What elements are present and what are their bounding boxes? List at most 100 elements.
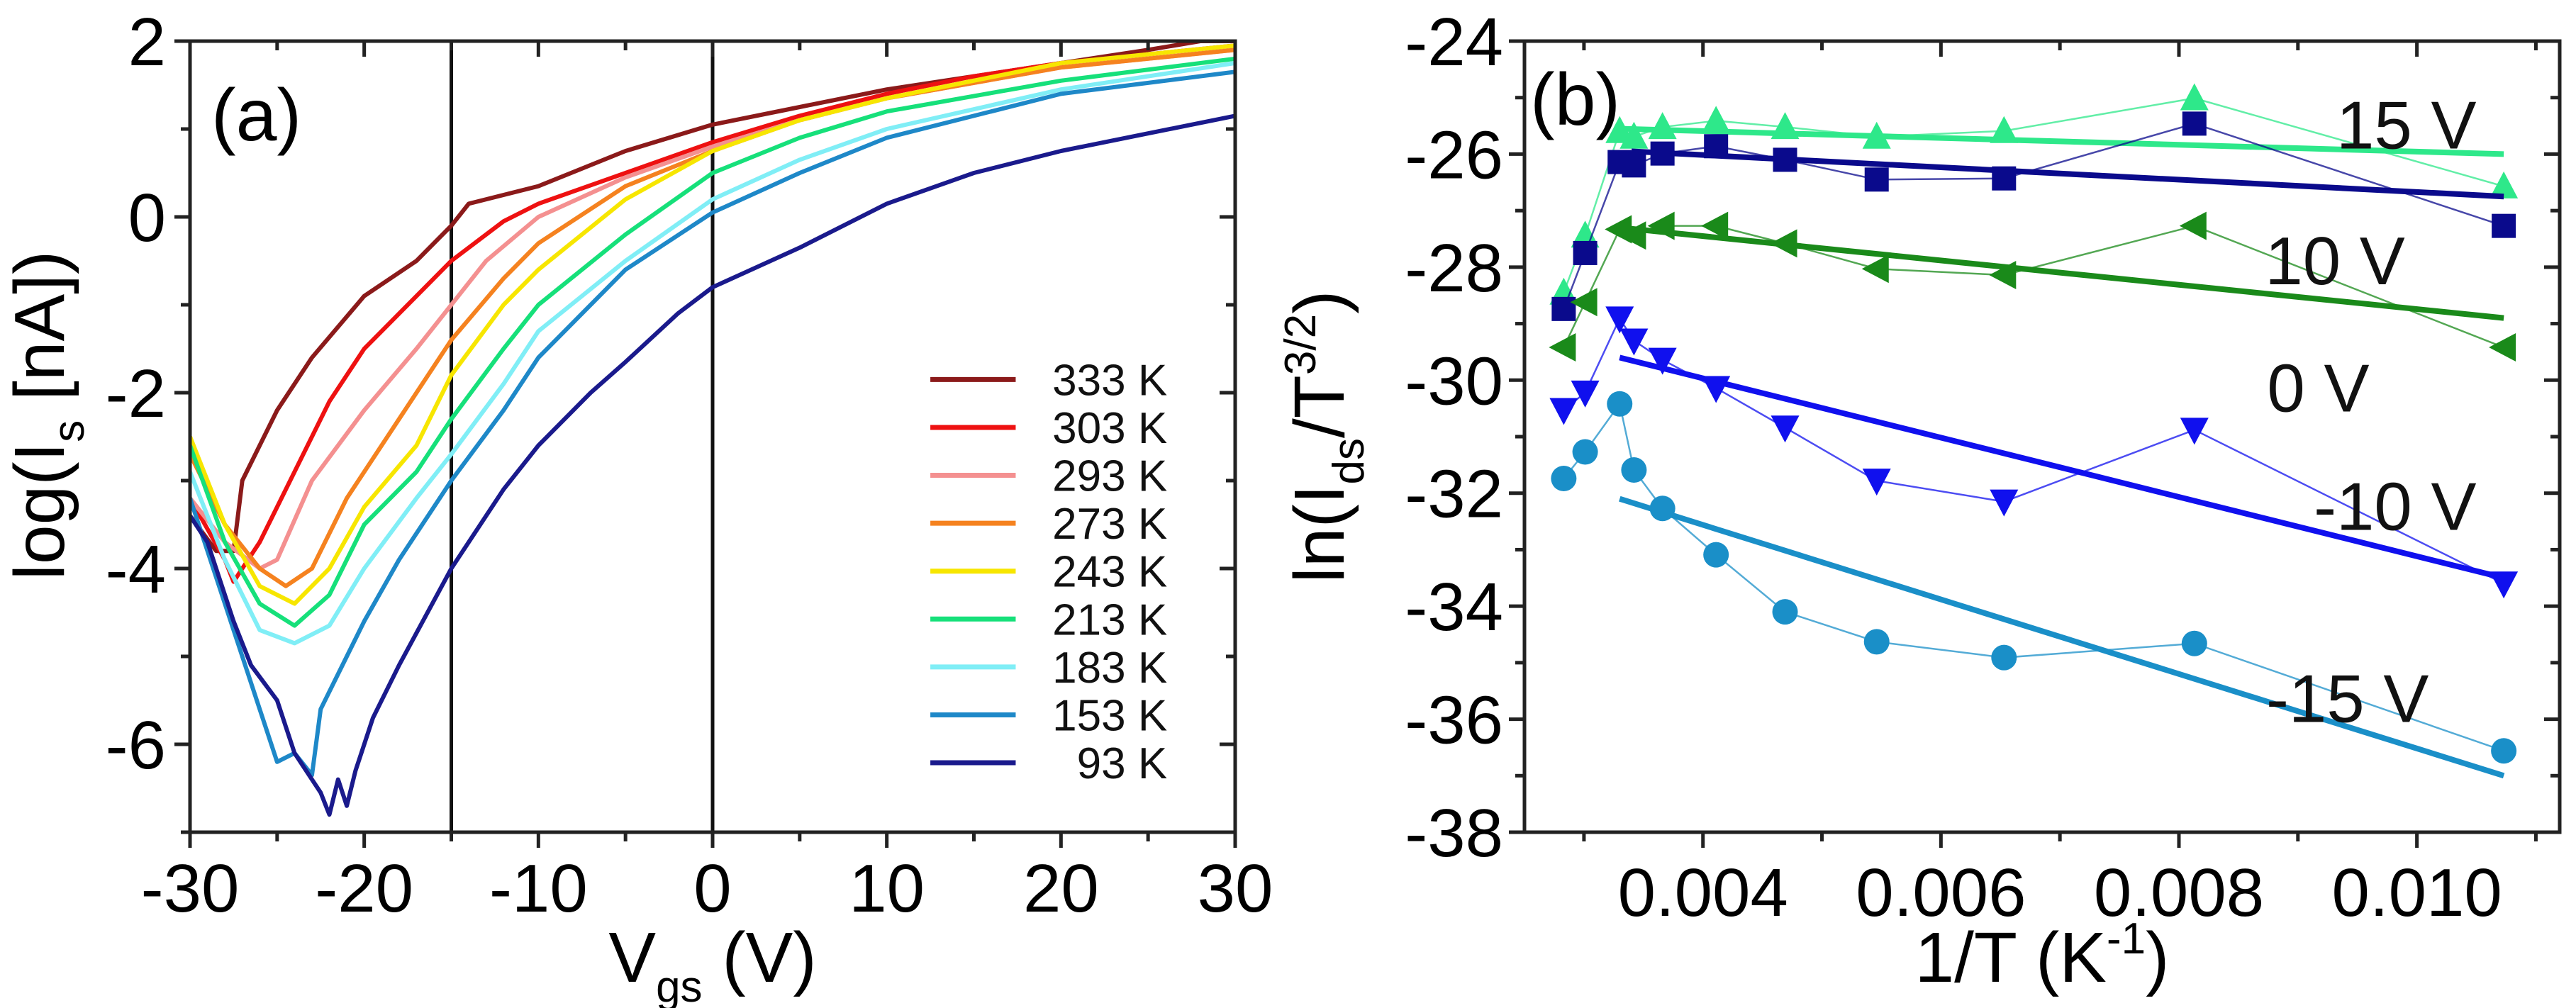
x-tick-label: 10: [849, 851, 925, 926]
legend-label: 213 K: [1052, 595, 1167, 644]
series-label: 10 V: [2265, 223, 2404, 299]
panel-label: (a): [211, 74, 301, 157]
data-point: [1607, 391, 1633, 417]
data-point: [2182, 111, 2207, 136]
y-tick-label: 0: [128, 180, 166, 256]
fit-line: [1619, 354, 2505, 581]
y-tick-label: -36: [1405, 683, 1503, 758]
data-point: [1572, 439, 1598, 465]
legend-item: 153 K: [930, 691, 1167, 740]
legend-item: 273 K: [930, 500, 1167, 549]
series-line: [190, 113, 1235, 817]
data-point: [1703, 542, 1729, 568]
legend-label: 273 K: [1052, 500, 1167, 549]
legend-item: 243 K: [930, 548, 1167, 597]
data-point: [1551, 465, 1577, 491]
legend-item: 293 K: [930, 452, 1167, 501]
series-line: [190, 69, 1235, 778]
y-tick-label: -38: [1405, 795, 1503, 871]
series-label: 15 V: [2336, 88, 2476, 164]
x-tick-label: 20: [1023, 851, 1099, 926]
data-point: [1990, 116, 2019, 143]
legend-item: 303 K: [930, 404, 1167, 453]
data-point: [1549, 333, 1576, 362]
series-line: [190, 61, 1235, 646]
y-tick-label: -6: [106, 707, 166, 783]
data-point: [2179, 211, 2207, 240]
series-label: 0 V: [2267, 350, 2369, 426]
data-point: [2492, 213, 2516, 238]
data-point: [1619, 328, 1649, 356]
data-point: [1573, 240, 1598, 265]
data-point: [2489, 171, 2519, 198]
legend-label: 93 K: [1077, 739, 1168, 788]
y-tick-label: -2: [106, 356, 166, 432]
y-axis-title: ln(Ids/T3/2): [1276, 291, 1373, 583]
series: [1551, 391, 2517, 779]
legend-item: 183 K: [930, 644, 1167, 693]
y-tick-label: -24: [1405, 4, 1503, 80]
y-tick-label: -4: [106, 532, 166, 607]
series: [1549, 306, 2519, 599]
data-point: [1771, 112, 1800, 140]
data-point: [1701, 211, 1729, 240]
data-point: [1549, 398, 1578, 425]
data-point: [2491, 738, 2517, 764]
data-point: [1702, 376, 1731, 403]
fit-line: [1619, 495, 2505, 779]
data-point: [1990, 489, 2019, 517]
fit-line: [1619, 125, 2504, 157]
data-point: [1991, 644, 2017, 671]
y-tick-label: -28: [1405, 230, 1503, 306]
data-point: [1605, 306, 1634, 334]
data-point: [2489, 571, 2519, 599]
x-tick-label: -20: [315, 851, 413, 926]
data-point: [1863, 629, 1890, 655]
data-point: [1619, 221, 1646, 250]
data-point: [1862, 121, 1891, 149]
data-point: [1992, 166, 2017, 191]
data-point: [2181, 630, 2207, 656]
y-tick-label: -30: [1405, 343, 1503, 419]
x-tick-label: 0.006: [1856, 855, 2026, 931]
data-point: [1704, 134, 1729, 159]
series-line: [190, 56, 1235, 628]
legend-label: 333 K: [1052, 356, 1167, 405]
series-label: -10 V: [2314, 469, 2476, 545]
data-point: [1622, 153, 1646, 178]
data-point: [1571, 380, 1600, 408]
x-tick-label: 0.004: [1618, 855, 1788, 931]
chart-b: 15 V 10 V 0 V -10 V -15 V 0.004 0.006 0.008 0.01…: [1276, 4, 2562, 997]
data-point: [1650, 141, 1675, 166]
legend-item: 93 K: [930, 739, 1167, 788]
legend-label: 303 K: [1052, 404, 1167, 453]
data-point: [1861, 254, 1889, 284]
x-tick-label: 30: [1198, 851, 1273, 926]
legend-label: 243 K: [1052, 548, 1167, 597]
data-point: [1702, 106, 1731, 133]
data-point: [1771, 415, 1800, 443]
data-point: [1571, 220, 1600, 248]
series: [1551, 111, 2516, 321]
data-point: [1989, 261, 2017, 290]
x-tick-label: 0.010: [2332, 855, 2502, 931]
legend-item: 213 K: [930, 595, 1167, 644]
data-point: [2489, 333, 2516, 362]
y-tick-label: -26: [1405, 117, 1503, 193]
series-label: -15 V: [2266, 661, 2429, 737]
data-point: [2180, 83, 2209, 111]
legend-label: 293 K: [1052, 452, 1167, 501]
data-point: [2180, 418, 2209, 445]
series: [1549, 211, 2516, 362]
x-tick-label: 0: [693, 851, 731, 926]
data-point: [1773, 147, 1797, 172]
data-point: [1649, 495, 1675, 522]
legend-item: 333 K: [930, 356, 1167, 405]
y-axis-title: log(Is [nA]): [0, 251, 94, 581]
data-point: [1772, 599, 1798, 625]
data-point: [1647, 211, 1675, 240]
series-line: [190, 43, 1235, 584]
data-point: [1862, 469, 1891, 496]
data-point: [1551, 296, 1576, 321]
